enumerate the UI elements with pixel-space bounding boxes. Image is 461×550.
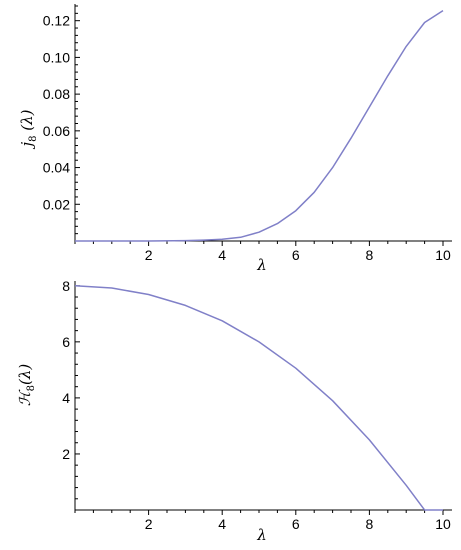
x-tick-label: 8 bbox=[366, 516, 374, 532]
y-tick-label: 0.04 bbox=[43, 160, 70, 176]
y-tick-label: 0.08 bbox=[43, 86, 70, 102]
y-tick-label: 2 bbox=[62, 446, 70, 462]
y-axis-label: ℋ8(λ) bbox=[16, 364, 37, 407]
y-label-arg: (λ) bbox=[18, 109, 36, 135]
x-tick-label: 4 bbox=[218, 247, 226, 263]
y-tick-label: 8 bbox=[62, 278, 70, 294]
series-line bbox=[75, 9, 444, 242]
y-label-main: j bbox=[18, 142, 36, 150]
x-axis-label: λ bbox=[256, 526, 267, 544]
y-tick-label: 6 bbox=[62, 334, 70, 350]
y-label-main: ℋ bbox=[16, 389, 34, 406]
y-tick-label: 0.06 bbox=[43, 123, 70, 139]
y-tick-label: 0.10 bbox=[43, 49, 70, 65]
y-label-sub: 8 bbox=[28, 135, 39, 141]
y-label-arg: (λ) bbox=[16, 364, 34, 385]
x-tick-label: 10 bbox=[435, 247, 451, 263]
y-tick-label: 4 bbox=[62, 390, 70, 406]
x-tick-label: 4 bbox=[218, 516, 226, 532]
x-axis-label: λ bbox=[256, 256, 267, 274]
y-axis-label: j8 (λ) bbox=[18, 109, 39, 149]
series-line bbox=[74, 285, 443, 511]
x-tick-label: 2 bbox=[145, 247, 153, 263]
y-tick-label: 0.12 bbox=[43, 13, 70, 29]
x-tick-label: 10 bbox=[435, 516, 451, 532]
x-tick-label: 6 bbox=[292, 247, 300, 263]
y-label-sub: 8 bbox=[26, 385, 37, 391]
x-tick-label: 8 bbox=[366, 247, 374, 263]
x-tick-label: 2 bbox=[145, 516, 153, 532]
x-tick-label: 6 bbox=[292, 516, 300, 532]
y-tick-label: 0.02 bbox=[43, 196, 70, 212]
